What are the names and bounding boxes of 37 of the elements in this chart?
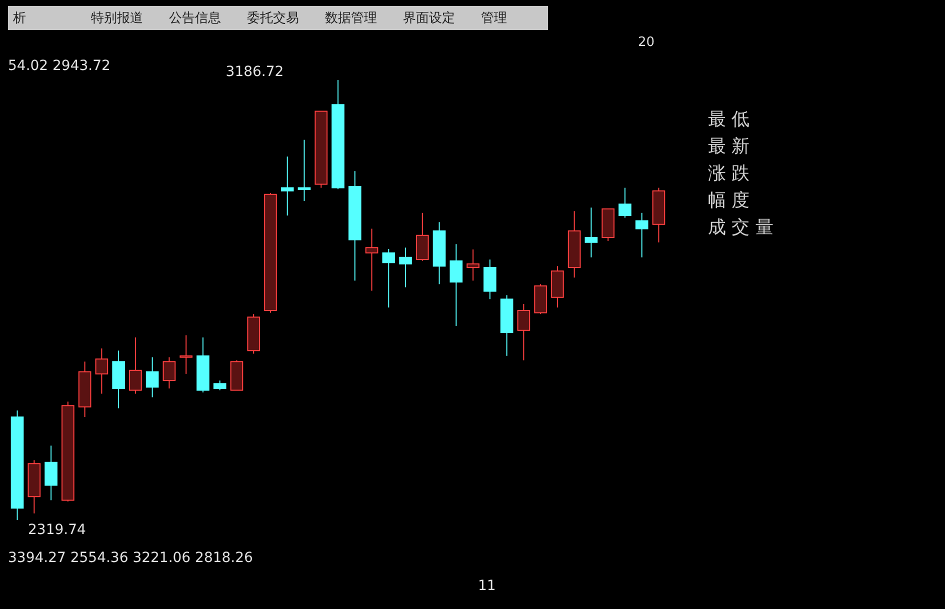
candlestick	[162, 356, 176, 389]
text: 界面设定	[403, 11, 455, 26]
text: 最 低	[708, 109, 750, 130]
text: 20	[638, 35, 655, 50]
text: 2319.74	[28, 522, 86, 538]
text: 委托交易	[247, 10, 299, 26]
candlestick	[382, 248, 396, 308]
text: 涨 跌	[708, 163, 750, 184]
candlestick	[298, 139, 311, 202]
text: 公告信息	[169, 11, 221, 26]
text: 54.02 2943.72	[8, 58, 110, 74]
candlestick	[635, 212, 648, 258]
candlestick	[280, 156, 294, 216]
text: 3394.27 2554.36 3221.06 2818.26	[8, 550, 254, 566]
candlestick	[213, 380, 226, 391]
candlestick	[517, 303, 530, 361]
text: 特别报道	[91, 11, 143, 26]
candlestick	[129, 336, 142, 394]
candlestick	[365, 228, 378, 292]
text: 成 交 量	[708, 217, 774, 238]
candlestick	[44, 445, 58, 501]
text: 析	[12, 11, 26, 26]
text: 幅 度	[708, 190, 750, 211]
candlestick	[618, 187, 632, 218]
text: 最 新	[708, 136, 750, 157]
text: 11	[478, 578, 496, 594]
candlestick	[399, 247, 412, 288]
candlestick	[180, 334, 192, 374]
annotation: 3186.72	[226, 64, 284, 80]
text: 数据管理	[325, 11, 377, 26]
candlestick	[484, 259, 496, 300]
candlestick	[95, 348, 108, 394]
candlestick	[466, 248, 480, 282]
candlestick	[450, 244, 463, 326]
text: 管理	[481, 11, 507, 26]
candlestick	[146, 356, 159, 398]
candlestick	[584, 207, 598, 258]
